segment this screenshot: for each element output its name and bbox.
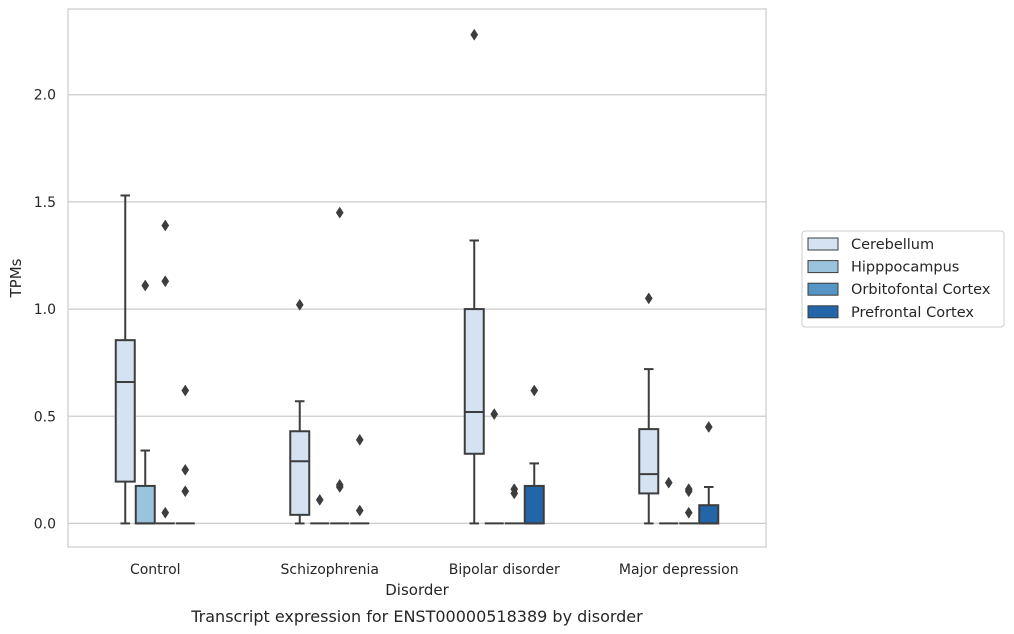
iqr-box [463,308,485,455]
box-4-3 [523,384,545,525]
box-2-4 [659,476,679,525]
y-tick-label: 1.0 [34,302,56,318]
box-4-4 [698,421,720,525]
legend-label: Prefrontal Cortex [851,305,974,321]
box-1-3 [463,28,485,525]
outlier-point [181,485,190,498]
box-layer [114,28,720,525]
outlier-point [161,506,170,519]
box-3-3 [504,483,524,525]
legend-items: Cerebellum Hipppocampus Orbitofontal Corte… [807,237,991,321]
box-3-1 [155,219,175,525]
outlier-point [684,506,693,519]
y-tick-label: 0.0 [34,516,56,532]
plot-area-frame [67,8,767,548]
y-tick-label: 0.5 [34,409,56,425]
outlier-point [161,219,170,232]
outlier-point [355,433,364,446]
outlier-point [141,279,150,292]
outlier-point [684,483,693,496]
x-tick-label: Control [130,562,181,578]
box-2-2 [310,493,330,525]
x-tick-label: Bipolar disorder [449,562,560,578]
outlier-point [181,384,190,397]
chart-caption: Transcript expression for ENST0000051838… [190,607,643,626]
iqr-box [698,504,720,525]
y-tick-label: 1.5 [34,195,56,211]
outlier-point [355,504,364,517]
outlier-point [510,483,519,496]
outlier-point [335,206,344,219]
box-1-2 [289,298,311,525]
legend-swatch [807,282,839,296]
legend-label: Orbitofontal Cortex [851,282,991,298]
box-2-1 [134,279,156,525]
x-tick-label: Schizophrenia [281,562,379,578]
iqr-box [289,430,311,516]
y-axis-ticks: 0.0 0.5 1.0 1.5 2.0 [34,88,56,533]
x-tick-label: Major depression [619,562,739,578]
iqr-box [114,339,136,483]
outlier-point [335,478,344,491]
box-3-2 [330,206,350,525]
gridlines [68,94,766,525]
iqr-box [638,428,660,495]
legend-label: Hipppocampus [851,260,959,276]
outlier-point [664,476,673,489]
outlier-point [315,493,324,506]
legend-item: Prefrontal Cortex [807,305,974,321]
legend-item: Hipppocampus [807,260,959,276]
outlier-point [295,298,304,311]
box-1-1 [114,194,136,525]
x-axis-title: Disorder [385,581,449,599]
legend-item: Cerebellum [807,237,934,253]
legend-swatch [807,305,839,319]
y-tick-label: 2.0 [34,88,56,104]
iqr-box [134,484,156,525]
legend-swatch [807,237,839,251]
outlier-point [181,463,190,476]
legend-item: Orbitofontal Cortex [807,282,991,298]
outlier-point [530,384,539,397]
outlier-point [644,292,653,305]
legend: Cerebellum Hipppocampus Orbitofontal Corte… [801,230,1005,328]
outlier-point [490,408,499,421]
outlier-point [704,421,713,433]
outlier-point [161,275,170,288]
box-4-1 [175,384,195,525]
legend-label: Cerebellum [851,237,934,253]
box-1-4 [638,292,660,525]
outlier-point [470,28,479,41]
x-axis-ticks: Control Schizophrenia Bipolar disorder Majo… [130,562,739,578]
y-axis-title: TPMs [7,258,25,298]
iqr-box [523,484,545,525]
legend-frame [801,230,1005,328]
box-2-3 [484,408,504,525]
box-4-2 [350,433,370,525]
box-3-4 [679,483,699,525]
legend-swatch [807,260,839,274]
